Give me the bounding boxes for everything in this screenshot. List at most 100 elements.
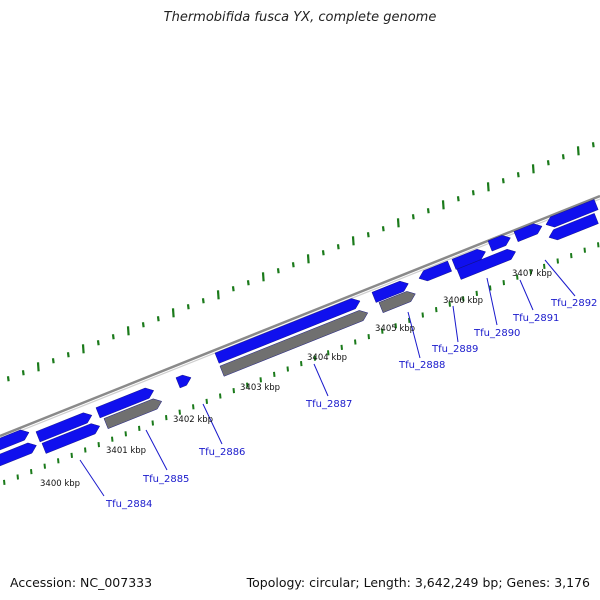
scale-ticks — [3, 242, 600, 485]
scale-tick — [354, 339, 357, 345]
gc-tick — [51, 358, 55, 364]
accession-text: Accession: NC_007333 — [10, 575, 153, 590]
gene-arrows — [0, 199, 599, 470]
genome-backbone — [0, 194, 600, 440]
gc-tick — [6, 376, 10, 382]
label-leader-lines — [79, 259, 576, 497]
gene-arrow — [487, 235, 511, 252]
scale-tick — [583, 247, 586, 253]
scale-tick — [367, 334, 370, 340]
scale-tick — [205, 398, 208, 404]
scale-tick — [70, 452, 73, 458]
genome-summary-text: Topology: circular; Length: 3,642,249 bp… — [246, 575, 590, 590]
gene-arrow-shape — [219, 310, 369, 377]
gene-arrow — [0, 442, 37, 470]
scale-tick — [597, 242, 600, 248]
gc-tick — [66, 352, 70, 358]
gc-tick — [186, 304, 190, 310]
gc-tick — [96, 340, 100, 346]
scale-tick — [327, 350, 330, 356]
leader-line — [313, 363, 329, 397]
scale-tick — [381, 328, 384, 334]
scale-tick — [151, 420, 154, 426]
leader-line — [519, 279, 534, 311]
gc-tick — [456, 196, 460, 202]
gene-arrow-shape — [545, 199, 599, 228]
gene-arrow — [219, 310, 369, 377]
scale-tick — [394, 323, 397, 329]
gc-tick — [261, 272, 265, 282]
scale-tick — [111, 436, 114, 442]
scale-tick — [340, 344, 343, 350]
gc-tick — [501, 178, 505, 184]
scale-tick — [556, 258, 559, 264]
gene-arrow — [103, 398, 163, 429]
scale-tick — [313, 355, 316, 361]
gc-tick — [561, 154, 565, 160]
gene-arrow — [0, 429, 30, 454]
gene-arrow — [214, 298, 361, 364]
gc-tick — [426, 208, 430, 214]
gene-arrow-shape — [41, 423, 101, 454]
scale-tick — [435, 307, 438, 313]
gc-tick — [366, 232, 370, 238]
gene-label: Tfu_2890 — [473, 328, 520, 339]
gc-tick — [81, 344, 85, 354]
leader-line — [202, 403, 223, 445]
kbp-label: 3403 kbp — [240, 383, 280, 393]
gene-arrow-shape — [513, 223, 543, 242]
gene-arrow-shape — [378, 291, 416, 313]
gene-arrow-shape — [95, 387, 155, 419]
gene-arrow — [548, 213, 599, 241]
gc-tick — [276, 268, 280, 274]
gene-arrow — [378, 291, 416, 313]
gene-label: Tfu_2884 — [105, 499, 152, 510]
scale-tick — [502, 280, 505, 286]
gc-tick — [516, 172, 520, 178]
gene-arrow-shape — [103, 398, 163, 429]
gc-tick — [576, 146, 580, 156]
scale-tick — [462, 296, 465, 302]
leader-line — [452, 305, 459, 343]
kbp-label: 3407 kbp — [512, 269, 552, 279]
gc-tick — [126, 326, 130, 336]
kbp-label: 3401 kbp — [106, 446, 146, 456]
scale-tick — [57, 458, 60, 464]
leader-line — [544, 259, 576, 297]
scale-tick — [448, 301, 451, 307]
backbone-line — [0, 194, 600, 438]
gc-tick — [141, 322, 145, 328]
gene-arrow-shape — [0, 442, 37, 470]
gene-arrow-shape — [35, 412, 93, 443]
gene-arrow — [371, 280, 409, 303]
gc-tick — [531, 164, 535, 174]
gc-tick — [216, 290, 220, 300]
leader-line — [145, 429, 168, 471]
gc-tick — [441, 200, 445, 210]
scale-tick — [43, 463, 46, 469]
gc-tick — [246, 280, 250, 286]
scale-tick — [165, 415, 168, 421]
gc-tick — [171, 308, 175, 318]
gene-label: Tfu_2885 — [142, 474, 189, 485]
leader-line — [407, 311, 421, 359]
gene-label: Tfu_2886 — [198, 447, 245, 458]
gc-tick — [111, 334, 115, 340]
scale-tick — [421, 312, 424, 318]
kbp-label: 3406 kbp — [443, 296, 483, 306]
scale-tick — [16, 474, 19, 480]
scale-tick — [408, 317, 411, 323]
kbp-label: 3402 kbp — [173, 415, 213, 425]
gc-tick — [306, 254, 310, 264]
gene-arrow-shape — [418, 260, 452, 282]
scale-tick — [178, 409, 181, 415]
gc-tick — [471, 190, 475, 196]
kbp-label: 3400 kbp — [40, 479, 80, 489]
gene-arrow-shape — [487, 235, 511, 252]
gene-label: Tfu_2888 — [398, 360, 445, 371]
gene-arrow — [41, 423, 101, 454]
gc-tick — [156, 316, 160, 322]
gene-label: Tfu_2892 — [550, 298, 597, 309]
gc-tick — [201, 298, 205, 304]
